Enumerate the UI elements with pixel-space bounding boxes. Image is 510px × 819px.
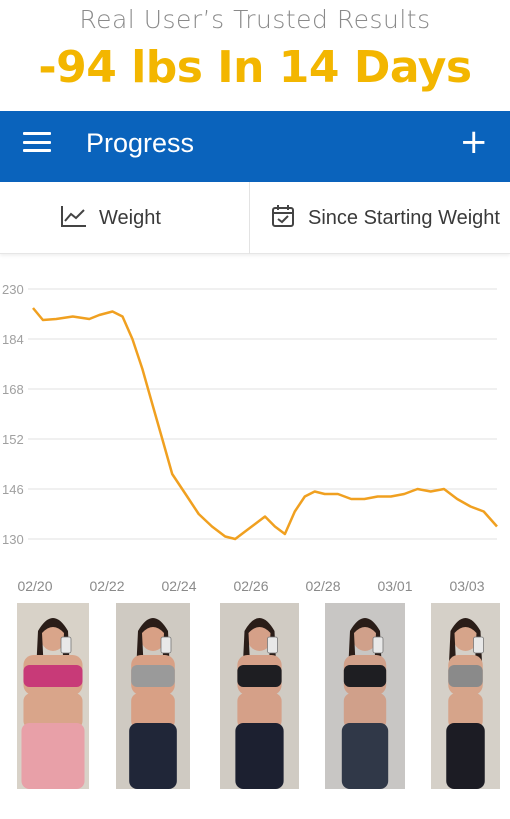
x-tick-label: 03/03 [449, 578, 484, 594]
chart-options-bar: Weight Since Starting Weight [0, 182, 510, 254]
hamburger-menu-icon[interactable] [23, 132, 51, 152]
weight-chart: 230 184 168 152 146 130 02/20 02/22 02/24 02/26 02… [0, 270, 510, 600]
progress-photo-day-7 [220, 603, 299, 789]
x-tick-label: 03/01 [377, 578, 412, 594]
toolbar-divider [249, 182, 250, 254]
weight-chart-svg: 230 184 168 152 146 130 02/20 02/22 02/24 02/26 02… [2, 282, 498, 594]
calendar-check-icon [270, 203, 296, 234]
progress-photo-strip [0, 603, 510, 793]
plus-icon[interactable]: + [459, 122, 489, 162]
x-tick-label: 02/26 [233, 578, 268, 594]
y-tick-label: 130 [2, 532, 24, 547]
promo-headline: -94 lbs In 14 Days [38, 42, 472, 93]
x-tick-label: 02/20 [17, 578, 52, 594]
date-range-label: Since Starting Weight [308, 206, 500, 229]
line-chart-icon [60, 204, 87, 233]
progress-photo-day-14 [431, 603, 500, 789]
progress-photo-day-10 [325, 603, 405, 789]
x-tick-label: 02/24 [161, 578, 196, 594]
x-tick-label: 02/22 [89, 578, 124, 594]
page-title: Progress [86, 128, 195, 158]
y-tick-label: 152 [2, 432, 24, 447]
metric-selector-button[interactable]: Weight [60, 182, 161, 254]
y-tick-label: 184 [2, 332, 24, 347]
progress-photo-day-1 [17, 603, 89, 789]
x-tick-label: 02/28 [305, 578, 340, 594]
progress-photo-day-4 [116, 603, 190, 789]
metric-label: Weight [99, 206, 161, 229]
date-range-selector-button[interactable]: Since Starting Weight [270, 182, 500, 254]
y-tick-label: 146 [2, 482, 24, 497]
weight-series-line [32, 307, 498, 541]
y-tick-label: 168 [2, 382, 24, 397]
app-bar: Progress + [0, 111, 510, 182]
promo-subtitle: Real User’s Trusted Results [79, 5, 431, 34]
y-tick-label: 230 [2, 282, 24, 297]
